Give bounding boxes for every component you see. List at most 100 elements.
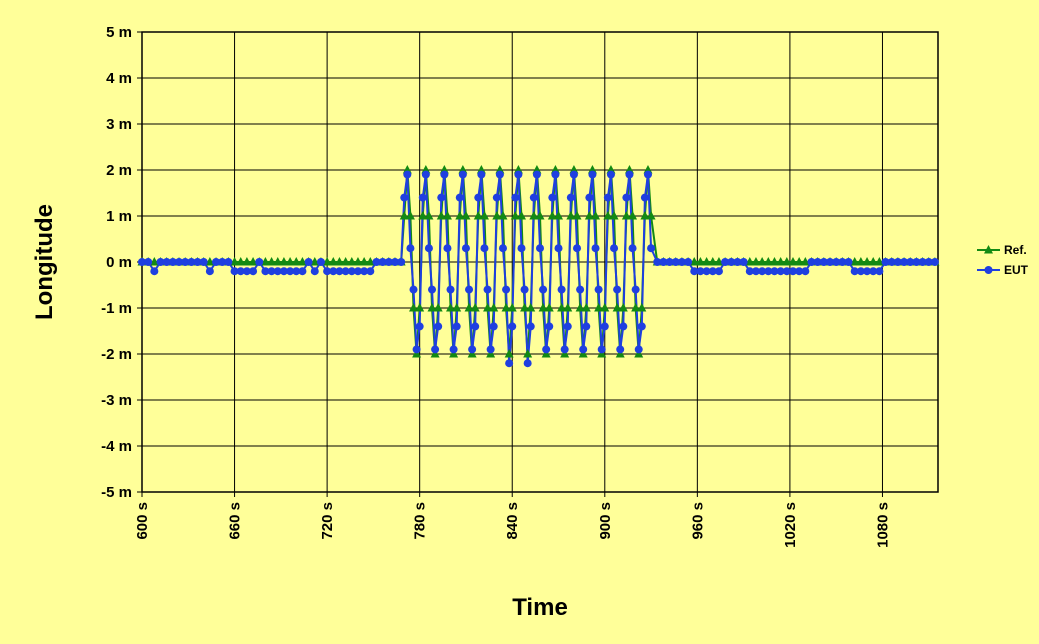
marker [436,211,446,220]
marker [695,257,705,266]
marker [622,193,631,202]
marker [794,257,804,266]
marker [297,257,307,266]
marker [838,258,847,266]
marker [554,244,563,253]
marker [397,258,406,266]
marker [807,258,816,266]
marker [900,258,909,266]
marker [788,267,797,276]
marker [360,267,369,276]
marker [536,244,544,253]
marker [187,258,196,266]
marker [609,211,619,220]
marker [175,258,184,266]
marker [273,257,283,266]
marker [458,170,467,179]
y-tick-label: -1 m [101,300,132,317]
marker [168,258,177,266]
marker [405,211,415,220]
marker [795,267,804,276]
marker [489,303,499,312]
marker [424,244,433,253]
marker [690,267,699,276]
marker [844,258,853,266]
marker [473,211,483,220]
marker [507,303,517,312]
marker [591,244,600,253]
marker [653,258,662,266]
marker [532,170,541,179]
marker [544,303,554,312]
marker [286,267,295,276]
marker [576,285,585,294]
y-tick-label: -5 m [101,484,132,501]
marker [434,322,443,331]
marker [769,257,779,266]
x-tick-label: 1080 s [874,502,891,548]
marker [526,322,535,331]
marker [631,303,641,312]
marker [162,258,171,266]
marker [181,258,190,266]
marker [776,267,785,276]
marker [449,345,458,354]
marker [628,211,638,220]
marker [468,345,477,354]
marker [526,303,536,312]
marker [758,267,767,276]
marker [520,303,530,312]
marker [516,211,526,220]
marker [618,303,628,312]
marker [610,244,619,253]
marker [273,267,282,276]
x-tick-label: 840 s [504,502,521,540]
marker [597,345,606,354]
marker [427,303,437,312]
marker [800,257,810,266]
marker [446,285,455,294]
marker [579,345,588,354]
marker [850,257,860,266]
marker [156,258,165,266]
marker [483,285,492,294]
marker [850,267,859,276]
marker [560,345,569,354]
marker [242,267,251,276]
marker [625,170,634,179]
marker [461,244,470,253]
marker [745,267,754,276]
marker [329,267,338,276]
marker [291,257,301,266]
marker [248,257,258,266]
marker [628,244,637,253]
marker [224,258,233,266]
marker [631,285,640,294]
marker [230,257,240,266]
marker [566,193,575,202]
marker [409,285,418,294]
marker [446,303,456,312]
x-tick-label: 660 s [227,502,244,540]
marker [616,345,625,354]
marker [745,257,755,266]
marker [409,303,419,312]
marker [585,193,594,202]
marker [415,322,424,331]
marker [751,257,761,266]
marker [464,303,474,312]
marker [582,322,591,331]
marker [603,193,612,202]
marker [557,303,567,312]
marker [751,267,760,276]
marker [557,285,566,294]
marker [637,303,647,312]
marker [437,193,446,202]
x-tick-label: 600 s [134,502,151,540]
marker [341,257,351,266]
marker [279,267,288,276]
marker [554,211,564,220]
marker [230,267,239,276]
marker [868,257,878,266]
